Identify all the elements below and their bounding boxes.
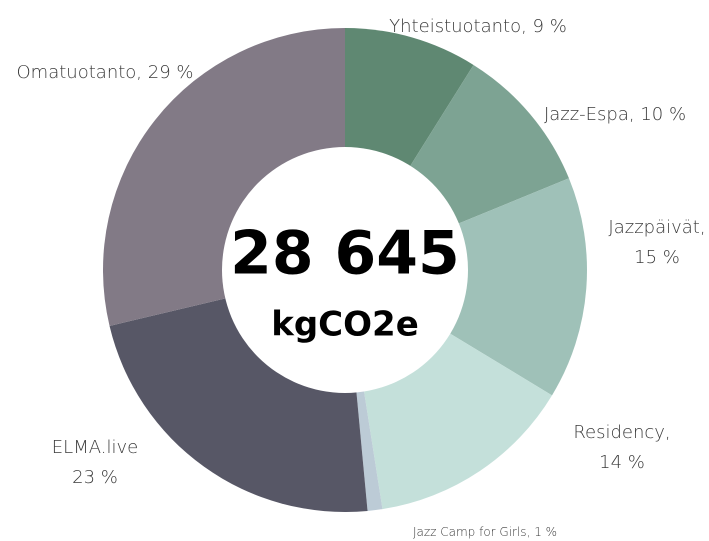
slice-label: ELMA.live 23 % [52,437,138,488]
slice-label-line: 14 % [599,452,645,473]
center-unit: kgCO2e [271,305,419,345]
slice-label: Yhteistuotanto, 9 % [389,16,567,37]
slice-label-line: ELMA.live [52,437,138,458]
slice-label: Residency, 14 % [573,422,670,473]
donut-hole [222,147,468,393]
slice-label: Jazz-Espa, 10 % [544,104,686,125]
slice-label-line: Jazz-Espa, 10 % [544,104,686,125]
slice-label: Jazzpäivät, 15 % [608,217,705,268]
slice-label: Omatuotanto, 29 % [17,62,194,83]
slice-label-line: Jazzpäivät, [608,217,705,238]
slice-label-line: Omatuotanto, 29 % [17,62,194,83]
slice-label-line: Yhteistuotanto, 9 % [389,16,567,37]
slice-label-line: 15 % [634,247,680,268]
slice-label-line: Jazz Camp for Girls, 1 % [413,525,557,539]
slice-label-line: 23 % [72,467,118,488]
center-total: 28 645 [230,219,460,289]
slice-label: Jazz Camp for Girls, 1 % [413,525,557,539]
slice-label-line: Residency, [573,422,670,443]
